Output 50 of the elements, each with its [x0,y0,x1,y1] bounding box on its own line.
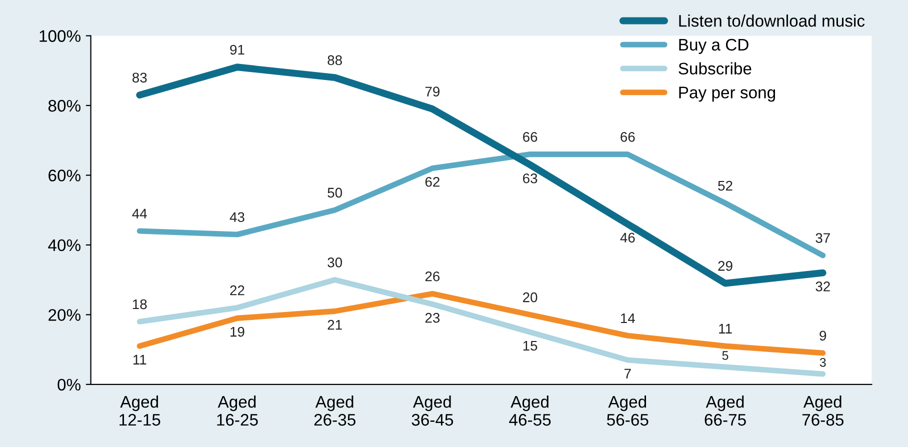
data-label: 23 [425,312,440,323]
data-label: 37 [816,233,830,243]
data-label: 11 [719,324,732,334]
data-label: 43 [230,212,244,222]
data-label: 19 [230,326,244,337]
data-label: 9 [820,330,826,341]
x-tick-label: Aged 76-85 [802,396,844,426]
x-tick-label: Aged 12-15 [120,396,160,426]
data-label: 11 [133,354,146,364]
data-label: 46 [620,232,635,243]
data-label: 66 [620,132,635,142]
data-label: 66 [523,132,538,142]
data-label: 91 [230,44,244,55]
data-label: 50 [328,188,342,198]
data-label: 22 [230,285,244,296]
legend-label: Buy a CD [679,38,748,54]
y-tick-label: 0% [58,378,80,391]
data-label: 62 [425,176,440,187]
data-label: 21 [328,320,342,330]
data-label: 3 [820,358,826,367]
data-label: 52 [718,180,732,191]
x-tick-label: Aged 46-55 [509,396,551,426]
data-label: 15 [523,340,538,351]
data-label: 5 [722,351,728,360]
data-label: 88 [328,55,342,66]
data-label: 20 [523,292,538,302]
data-label: 32 [816,282,830,292]
x-tick-label: Aged 36-45 [412,396,454,426]
data-label: 29 [718,261,732,271]
data-label: 14 [620,313,635,324]
x-tick-label: Aged 16-25 [217,396,258,426]
x-tick-label: Aged 56-65 [607,396,648,426]
data-label: 63 [523,173,538,184]
data-label: 30 [328,258,342,268]
legend-label: Subscribe [678,62,752,75]
y-tick-label: 20% [48,309,80,321]
data-label: 83 [132,72,147,83]
data-label: 26 [425,271,440,282]
data-label: 79 [425,86,440,97]
x-tick-label: Aged 26-35 [314,396,356,426]
data-label: 7 [624,368,631,378]
y-tick-label: 60% [48,170,80,182]
data-label: 18 [132,299,147,310]
x-tick-label: Aged 66-75 [704,396,746,426]
y-tick-label: 100% [40,30,80,42]
legend-label: Listen to/download music [679,14,865,27]
y-tick-label: 80% [48,100,80,112]
legend-label: Pay per song [679,86,776,102]
data-label: 44 [132,208,147,218]
y-tick-label: 40% [48,239,80,252]
